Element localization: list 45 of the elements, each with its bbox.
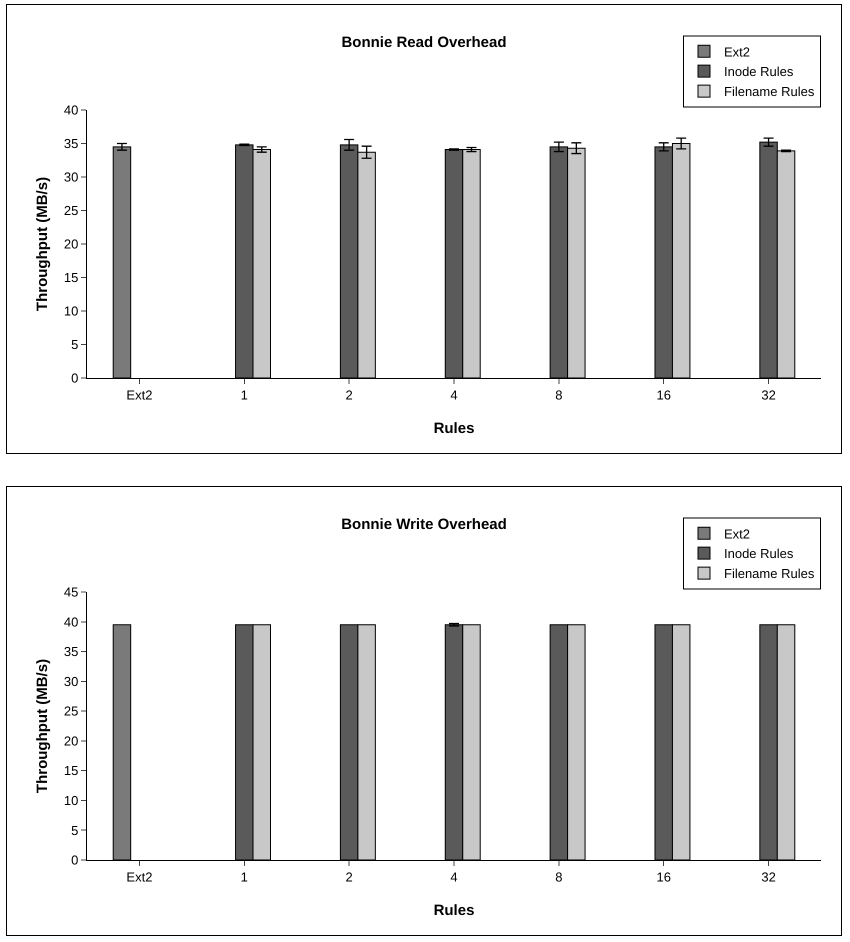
legend-label: Ext2: [724, 526, 750, 542]
x-tick-label: 16: [656, 388, 671, 403]
legend-label: Filename Rules: [724, 566, 815, 582]
y-tick-label: 15: [64, 270, 78, 286]
x-tick-label: 2: [346, 388, 353, 403]
y-tick-label: 35: [64, 644, 78, 660]
y-tick-label: 20: [64, 733, 78, 748]
x-tick-label: 4: [450, 388, 458, 403]
y-tick-label: 40: [64, 102, 78, 118]
legend-label: Inode Rules: [724, 64, 794, 80]
y-tick-label: 30: [64, 674, 78, 689]
x-tick-label: 32: [761, 388, 776, 403]
y-tick-label: 15: [64, 763, 78, 778]
y-tick-label: 25: [64, 203, 78, 218]
y-axis-title: Throughput (MB/s): [34, 176, 51, 312]
y-tick-label: 25: [64, 704, 78, 719]
legend-label: Filename Rules: [724, 84, 815, 100]
y-tick-label: 10: [64, 304, 78, 319]
y-tick-label: 5: [71, 337, 78, 352]
legend-label: Ext2: [724, 44, 750, 60]
x-tick-label: 1: [240, 388, 248, 403]
y-tick-label: 35: [64, 136, 78, 152]
y-tick-label: 20: [64, 236, 78, 252]
y-tick-label: 0: [71, 370, 78, 386]
x-tick-label: 16: [656, 870, 671, 885]
y-tick-label: 0: [71, 852, 78, 868]
chart-title: Bonnie Write Overhead: [341, 516, 507, 533]
y-tick-label: 40: [64, 614, 78, 630]
x-tick-label: 32: [761, 870, 776, 885]
x-tick-label: Ext2: [126, 388, 152, 403]
y-axis-title: Throughput (MB/s): [34, 658, 51, 794]
y-tick-label: 30: [64, 170, 78, 185]
y-tick-label: 45: [64, 584, 78, 600]
x-tick-label: Ext2: [126, 870, 152, 885]
x-tick-label: 8: [555, 870, 562, 885]
x-tick-label: 1: [240, 870, 248, 885]
chart-title: Bonnie Read Overhead: [341, 34, 507, 51]
x-axis-title: Rules: [434, 420, 474, 437]
legend-label: Inode Rules: [724, 546, 794, 562]
x-tick-label: 4: [450, 870, 458, 885]
x-axis-title: Rules: [434, 902, 474, 919]
y-tick-label: 10: [64, 792, 78, 808]
x-tick-label: 8: [555, 388, 562, 403]
y-tick-label: 5: [71, 822, 78, 838]
x-tick-label: 2: [346, 870, 353, 885]
